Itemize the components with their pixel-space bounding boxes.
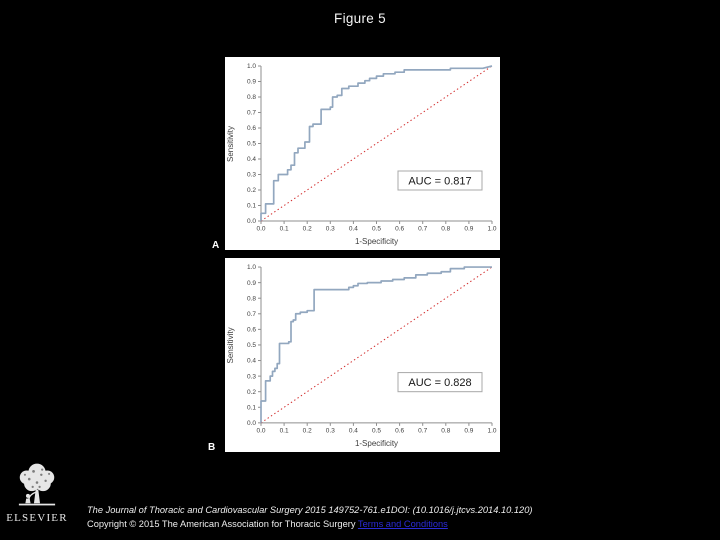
svg-text:0.9: 0.9	[464, 427, 473, 434]
svg-text:0.6: 0.6	[247, 125, 256, 132]
roc-chart-b: 0.0 0.1 0.2 0.3 0.4 0.5 0.6 0.7 0.8 0.9 1.0 0.0 0.1 0…	[226, 264, 497, 448]
svg-text:0.5: 0.5	[247, 141, 256, 148]
svg-text:0.0: 0.0	[256, 427, 265, 434]
figure-title: Figure 5	[334, 11, 386, 26]
svg-text:0.7: 0.7	[418, 226, 427, 233]
svg-text:1.0: 1.0	[247, 264, 256, 271]
svg-text:AUC = 0.817: AUC = 0.817	[408, 176, 471, 188]
svg-text:0.2: 0.2	[303, 226, 312, 233]
svg-text:1.0: 1.0	[247, 63, 256, 70]
svg-text:0.8: 0.8	[441, 226, 450, 233]
svg-text:0.3: 0.3	[247, 172, 256, 179]
svg-text:0.0: 0.0	[247, 218, 256, 225]
svg-text:0.5: 0.5	[372, 427, 381, 434]
svg-text:1-Specificity: 1-Specificity	[355, 439, 398, 448]
svg-text:Sensitivity: Sensitivity	[226, 126, 235, 162]
panel-label-a: A	[212, 240, 220, 251]
roc-panel-b: 0.0 0.1 0.2 0.3 0.4 0.5 0.6 0.7 0.8 0.9 1.0 0.0 0.1 0…	[225, 258, 500, 452]
elsevier-tree-icon	[18, 463, 56, 506]
elsevier-wordmark: ELSEVIER	[6, 512, 68, 524]
panel-label-b: B	[208, 442, 216, 453]
svg-text:0.1: 0.1	[247, 404, 256, 411]
svg-text:0.7: 0.7	[247, 110, 256, 117]
svg-text:0.3: 0.3	[326, 226, 335, 233]
svg-text:0.6: 0.6	[247, 327, 256, 334]
svg-text:Sensitivity: Sensitivity	[226, 327, 235, 363]
roc-panel-a: 0.0 0.1 0.2 0.3 0.4 0.5 0.6 0.7 0.8 0.9 1.0 0.0 0.1 0…	[225, 57, 500, 250]
svg-text:0.3: 0.3	[247, 373, 256, 380]
svg-text:0.7: 0.7	[247, 311, 256, 318]
copyright-line: Copyright © 2015 The American Associatio…	[87, 518, 533, 532]
svg-text:0.2: 0.2	[247, 389, 256, 396]
copyright-text: Copyright © 2015 The American Associatio…	[87, 518, 358, 529]
svg-text:0.5: 0.5	[372, 226, 381, 233]
citation-block: The Journal of Thoracic and Cardiovascul…	[87, 504, 533, 531]
svg-text:0.1: 0.1	[247, 203, 256, 210]
svg-text:0.6: 0.6	[395, 427, 404, 434]
svg-text:0.4: 0.4	[247, 358, 256, 365]
svg-text:0.1: 0.1	[280, 427, 289, 434]
svg-text:0.1: 0.1	[280, 226, 289, 233]
svg-text:0.3: 0.3	[326, 427, 335, 434]
svg-text:0.8: 0.8	[247, 94, 256, 101]
terms-link[interactable]: Terms and Conditions	[357, 518, 448, 529]
svg-text:0.4: 0.4	[247, 156, 256, 163]
svg-text:0.2: 0.2	[303, 427, 312, 434]
svg-text:1.0: 1.0	[487, 226, 496, 233]
svg-text:0.9: 0.9	[247, 79, 256, 86]
svg-text:0.9: 0.9	[247, 280, 256, 287]
svg-text:AUC = 0.828: AUC = 0.828	[408, 377, 471, 389]
svg-text:0.4: 0.4	[349, 427, 358, 434]
svg-text:0.5: 0.5	[247, 342, 256, 349]
svg-text:0.8: 0.8	[441, 427, 450, 434]
svg-text:1-Specificity: 1-Specificity	[355, 237, 398, 246]
svg-text:0.4: 0.4	[349, 226, 358, 233]
svg-text:0.6: 0.6	[395, 226, 404, 233]
svg-text:0.0: 0.0	[247, 420, 256, 427]
citation-line: The Journal of Thoracic and Cardiovascul…	[87, 504, 533, 518]
svg-text:0.0: 0.0	[256, 226, 265, 233]
svg-text:1.0: 1.0	[487, 427, 496, 434]
svg-text:0.2: 0.2	[247, 187, 256, 194]
svg-text:0.7: 0.7	[418, 427, 427, 434]
svg-text:0.8: 0.8	[247, 295, 256, 302]
svg-text:0.9: 0.9	[464, 226, 473, 233]
elsevier-logo: ELSEVIER	[5, 461, 69, 524]
roc-chart-a: 0.0 0.1 0.2 0.3 0.4 0.5 0.6 0.7 0.8 0.9 1.0 0.0 0.1 0…	[226, 63, 497, 246]
citation-details: 2015 149752-761.e1DOI: (10.1016/j.jtcvs.…	[302, 505, 533, 515]
journal-name: The Journal of Thoracic and Cardiovascul…	[87, 505, 303, 515]
